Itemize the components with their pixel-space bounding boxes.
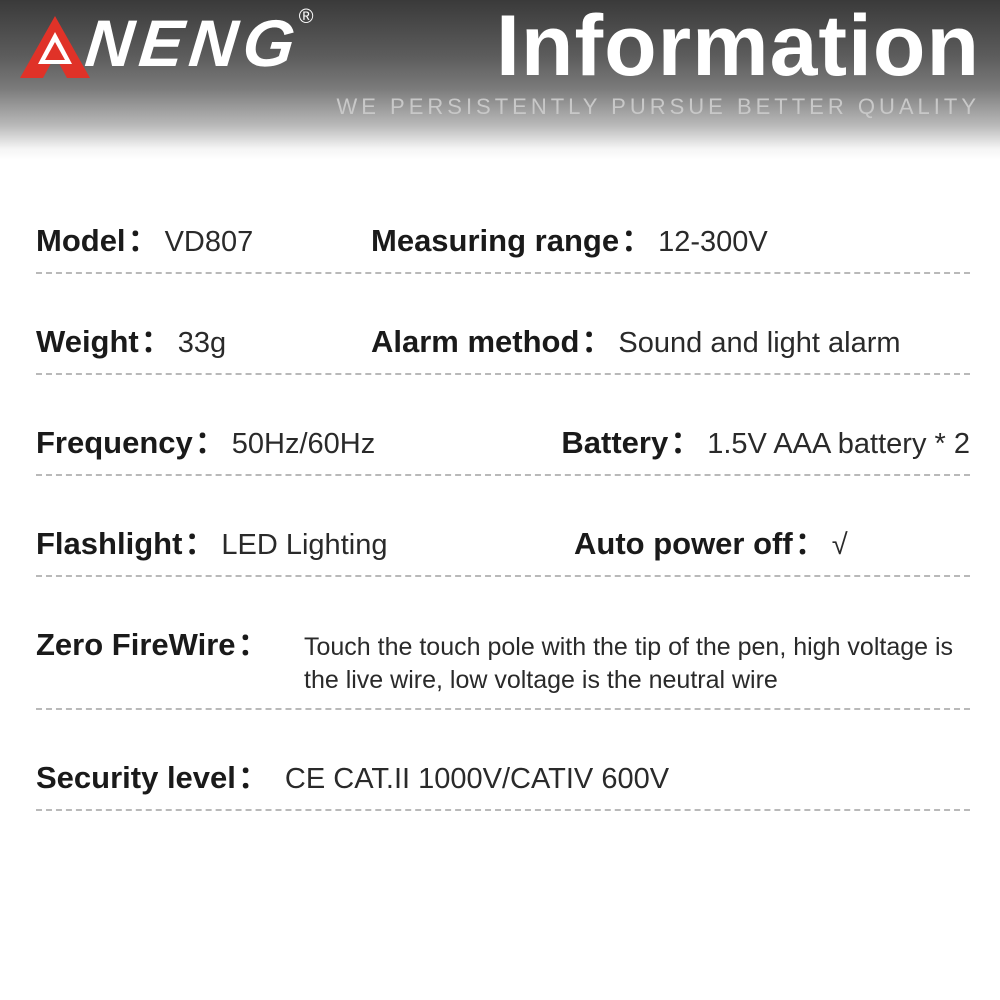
spec-label: Zero FireWire: [36, 627, 236, 663]
spec-value: Sound and light alarm: [618, 327, 900, 360]
spec-value: 1.5V AAA battery * 2: [707, 428, 970, 461]
spec-value: CE CAT.II 1000V/CATIV 600V: [285, 763, 669, 796]
spec-value: LED Lighting: [221, 529, 387, 562]
brand-logo-a-icon: [20, 16, 90, 78]
colon: ：: [795, 518, 826, 563]
spec-cell-flashlight: Flashlight ： LED Lighting: [36, 518, 574, 563]
spec-cell-battery: Battery ： 1.5V AAA battery * 2: [561, 417, 970, 462]
spec-cell-security-level: Security level ： CE CAT.II 1000V/CATIV 6…: [36, 752, 970, 797]
spec-value: 12-300V: [658, 226, 768, 259]
spec-label: Alarm method: [371, 324, 579, 360]
colon: ：: [195, 417, 226, 462]
spec-label: Model: [36, 223, 126, 259]
colon: ：: [128, 215, 159, 260]
spec-cell-weight: Weight ： 33g: [36, 316, 371, 361]
spec-value: 50Hz/60Hz: [232, 428, 375, 461]
spec-table: Model ： VD807 Measuring range ： 12-300V …: [0, 160, 1000, 811]
spec-label: Flashlight: [36, 526, 182, 562]
colon: ：: [238, 619, 269, 664]
spec-cell-model: Model ： VD807: [36, 215, 371, 260]
spec-label: Weight: [36, 324, 139, 360]
spec-row: Model ： VD807 Measuring range ： 12-300V: [36, 215, 970, 274]
spec-row: Frequency ： 50Hz/60Hz Battery ： 1.5V AAA…: [36, 417, 970, 476]
header: NENG ® Information WE PERSISTENTLY PURSU…: [0, 0, 1000, 160]
spec-label: Battery: [561, 425, 668, 461]
spec-label: Security level: [36, 760, 236, 796]
spec-label: Auto power off: [574, 526, 793, 562]
colon: ：: [581, 316, 612, 361]
spec-cell-alarm-method: Alarm method ： Sound and light alarm: [371, 316, 970, 361]
colon: ：: [184, 518, 215, 563]
colon: ：: [670, 417, 701, 462]
header-title-block: Information WE PERSISTENTLY PURSUE BETTE…: [336, 6, 980, 120]
header-title: Information: [336, 6, 980, 88]
registered-trademark-icon: ®: [299, 6, 314, 29]
colon: ：: [238, 752, 269, 797]
spec-cell-zero-firewire-value: Touch the touch pole with the tip of the…: [304, 631, 970, 696]
spec-value: 33g: [178, 327, 226, 360]
spec-label: Measuring range: [371, 223, 619, 259]
header-subtitle: WE PERSISTENTLY PURSUE BETTER QUALITY: [336, 94, 980, 120]
spec-value: Touch the touch pole with the tip of the…: [304, 631, 970, 696]
colon: ：: [141, 316, 172, 361]
spec-value: √: [832, 529, 848, 562]
brand-logo: NENG ®: [20, 14, 315, 80]
spec-row: Zero FireWire ： Touch the touch pole wit…: [36, 619, 970, 710]
spec-row: Flashlight ： LED Lighting Auto power off…: [36, 518, 970, 577]
spec-cell-auto-power-off: Auto power off ： √: [574, 518, 970, 563]
spec-row: Weight ： 33g Alarm method ： Sound and li…: [36, 316, 970, 375]
spec-label: Frequency: [36, 425, 193, 461]
spec-cell-zero-firewire-label: Zero FireWire ：: [36, 619, 304, 664]
product-spec-card: NENG ® Information WE PERSISTENTLY PURSU…: [0, 0, 1000, 1000]
spec-cell-measuring-range: Measuring range ： 12-300V: [371, 215, 970, 260]
spec-value: VD807: [165, 226, 254, 259]
spec-row: Security level ： CE CAT.II 1000V/CATIV 6…: [36, 752, 970, 811]
brand-name-text: NENG: [83, 10, 305, 76]
spec-cell-frequency: Frequency ： 50Hz/60Hz: [36, 417, 561, 462]
colon: ：: [621, 215, 652, 260]
